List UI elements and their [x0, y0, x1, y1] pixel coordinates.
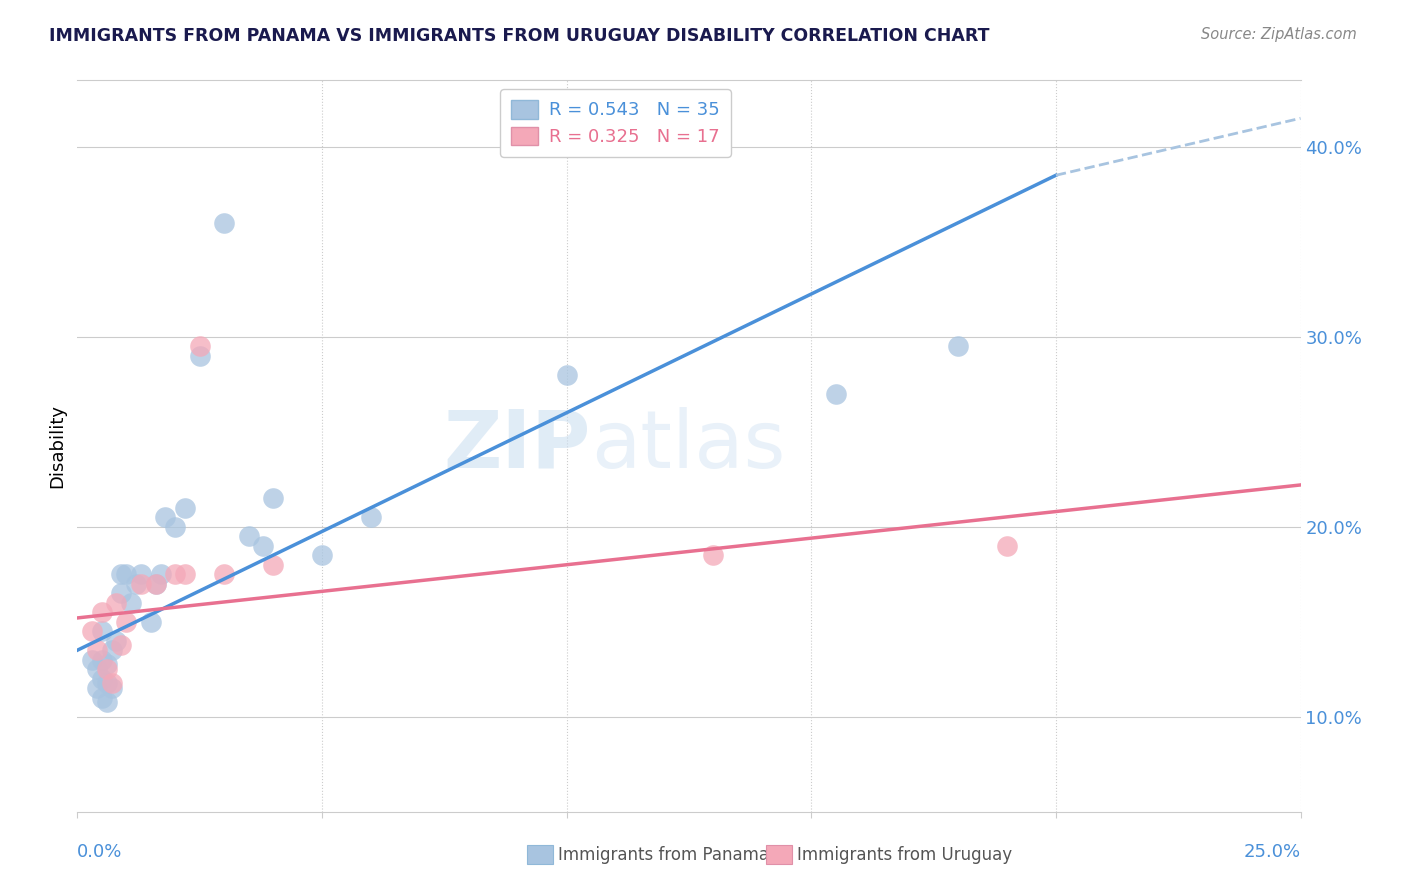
Point: [702, 548, 724, 562]
Text: IMMIGRANTS FROM PANAMA VS IMMIGRANTS FROM URUGUAY DISABILITY CORRELATION CHART: IMMIGRANTS FROM PANAMA VS IMMIGRANTS FRO…: [49, 27, 990, 45]
Point: [110, 586, 132, 600]
Point: [188, 349, 211, 363]
Point: [100, 681, 122, 696]
Point: [86, 662, 108, 676]
Point: [946, 339, 969, 353]
Point: [86, 643, 108, 657]
Legend: R = 0.543   N = 35, R = 0.325   N = 17: R = 0.543 N = 35, R = 0.325 N = 17: [501, 89, 731, 157]
Point: [90, 605, 112, 619]
Point: [212, 567, 235, 582]
Point: [188, 339, 211, 353]
Point: [262, 491, 284, 506]
Text: atlas: atlas: [591, 407, 786, 485]
Point: [125, 576, 148, 591]
Point: [360, 510, 382, 524]
Point: [80, 653, 103, 667]
Point: [90, 653, 112, 667]
Text: 25.0%: 25.0%: [1243, 843, 1301, 861]
Point: [165, 520, 187, 534]
Point: [129, 576, 152, 591]
Point: [120, 596, 142, 610]
Point: [165, 567, 187, 582]
Text: Immigrants from Uruguay: Immigrants from Uruguay: [797, 846, 1012, 863]
Point: [238, 529, 260, 543]
Text: Source: ZipAtlas.com: Source: ZipAtlas.com: [1201, 27, 1357, 42]
Point: [110, 638, 132, 652]
Point: [252, 539, 274, 553]
Y-axis label: Disability: Disability: [48, 404, 66, 488]
Point: [96, 657, 118, 671]
Point: [90, 672, 112, 686]
Point: [824, 386, 846, 401]
Point: [262, 558, 284, 572]
Point: [995, 539, 1018, 553]
Point: [129, 567, 152, 582]
Point: [90, 624, 112, 639]
Point: [96, 662, 118, 676]
Point: [100, 643, 122, 657]
Point: [149, 567, 172, 582]
Point: [100, 675, 122, 690]
Point: [96, 694, 118, 708]
Point: [105, 596, 128, 610]
Point: [155, 510, 177, 524]
Point: [145, 576, 167, 591]
Text: Immigrants from Panama: Immigrants from Panama: [558, 846, 769, 863]
Point: [110, 567, 132, 582]
Point: [90, 690, 112, 705]
Point: [555, 368, 578, 382]
Point: [96, 675, 118, 690]
Point: [115, 615, 138, 629]
Point: [174, 500, 197, 515]
Point: [86, 681, 108, 696]
Point: [80, 624, 103, 639]
Point: [212, 216, 235, 230]
Point: [115, 567, 138, 582]
Point: [139, 615, 162, 629]
Point: [311, 548, 333, 562]
Text: 0.0%: 0.0%: [77, 843, 122, 861]
Point: [174, 567, 197, 582]
Point: [145, 576, 167, 591]
Text: ZIP: ZIP: [444, 407, 591, 485]
Point: [105, 633, 128, 648]
